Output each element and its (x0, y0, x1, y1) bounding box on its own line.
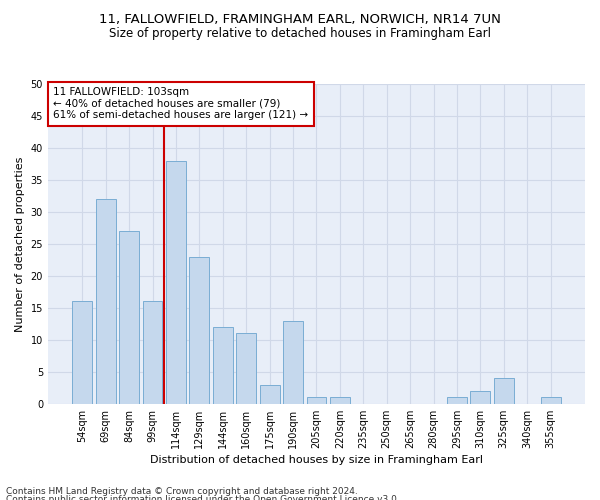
Bar (143, 302, 163, 404)
Bar (447, 398, 467, 404)
Bar (494, 378, 514, 404)
Bar (260, 384, 280, 404)
Text: Contains public sector information licensed under the Open Government Licence v3: Contains public sector information licen… (6, 495, 400, 500)
Bar (73, 302, 92, 404)
Bar (307, 398, 326, 404)
Text: Size of property relative to detached houses in Framingham Earl: Size of property relative to detached ho… (109, 28, 491, 40)
Bar (283, 320, 303, 404)
Y-axis label: Number of detached properties: Number of detached properties (15, 156, 25, 332)
Bar (541, 398, 560, 404)
Bar (330, 398, 350, 404)
Bar (213, 327, 233, 404)
Bar (96, 199, 116, 404)
Bar (166, 161, 186, 404)
Bar (236, 334, 256, 404)
Bar (470, 391, 490, 404)
X-axis label: Distribution of detached houses by size in Framingham Earl: Distribution of detached houses by size … (150, 455, 483, 465)
Text: 11, FALLOWFIELD, FRAMINGHAM EARL, NORWICH, NR14 7UN: 11, FALLOWFIELD, FRAMINGHAM EARL, NORWIC… (99, 12, 501, 26)
Text: Contains HM Land Registry data © Crown copyright and database right 2024.: Contains HM Land Registry data © Crown c… (6, 488, 358, 496)
Bar (190, 256, 209, 404)
Bar (119, 231, 139, 404)
Text: 11 FALLOWFIELD: 103sqm
← 40% of detached houses are smaller (79)
61% of semi-det: 11 FALLOWFIELD: 103sqm ← 40% of detached… (53, 87, 308, 120)
